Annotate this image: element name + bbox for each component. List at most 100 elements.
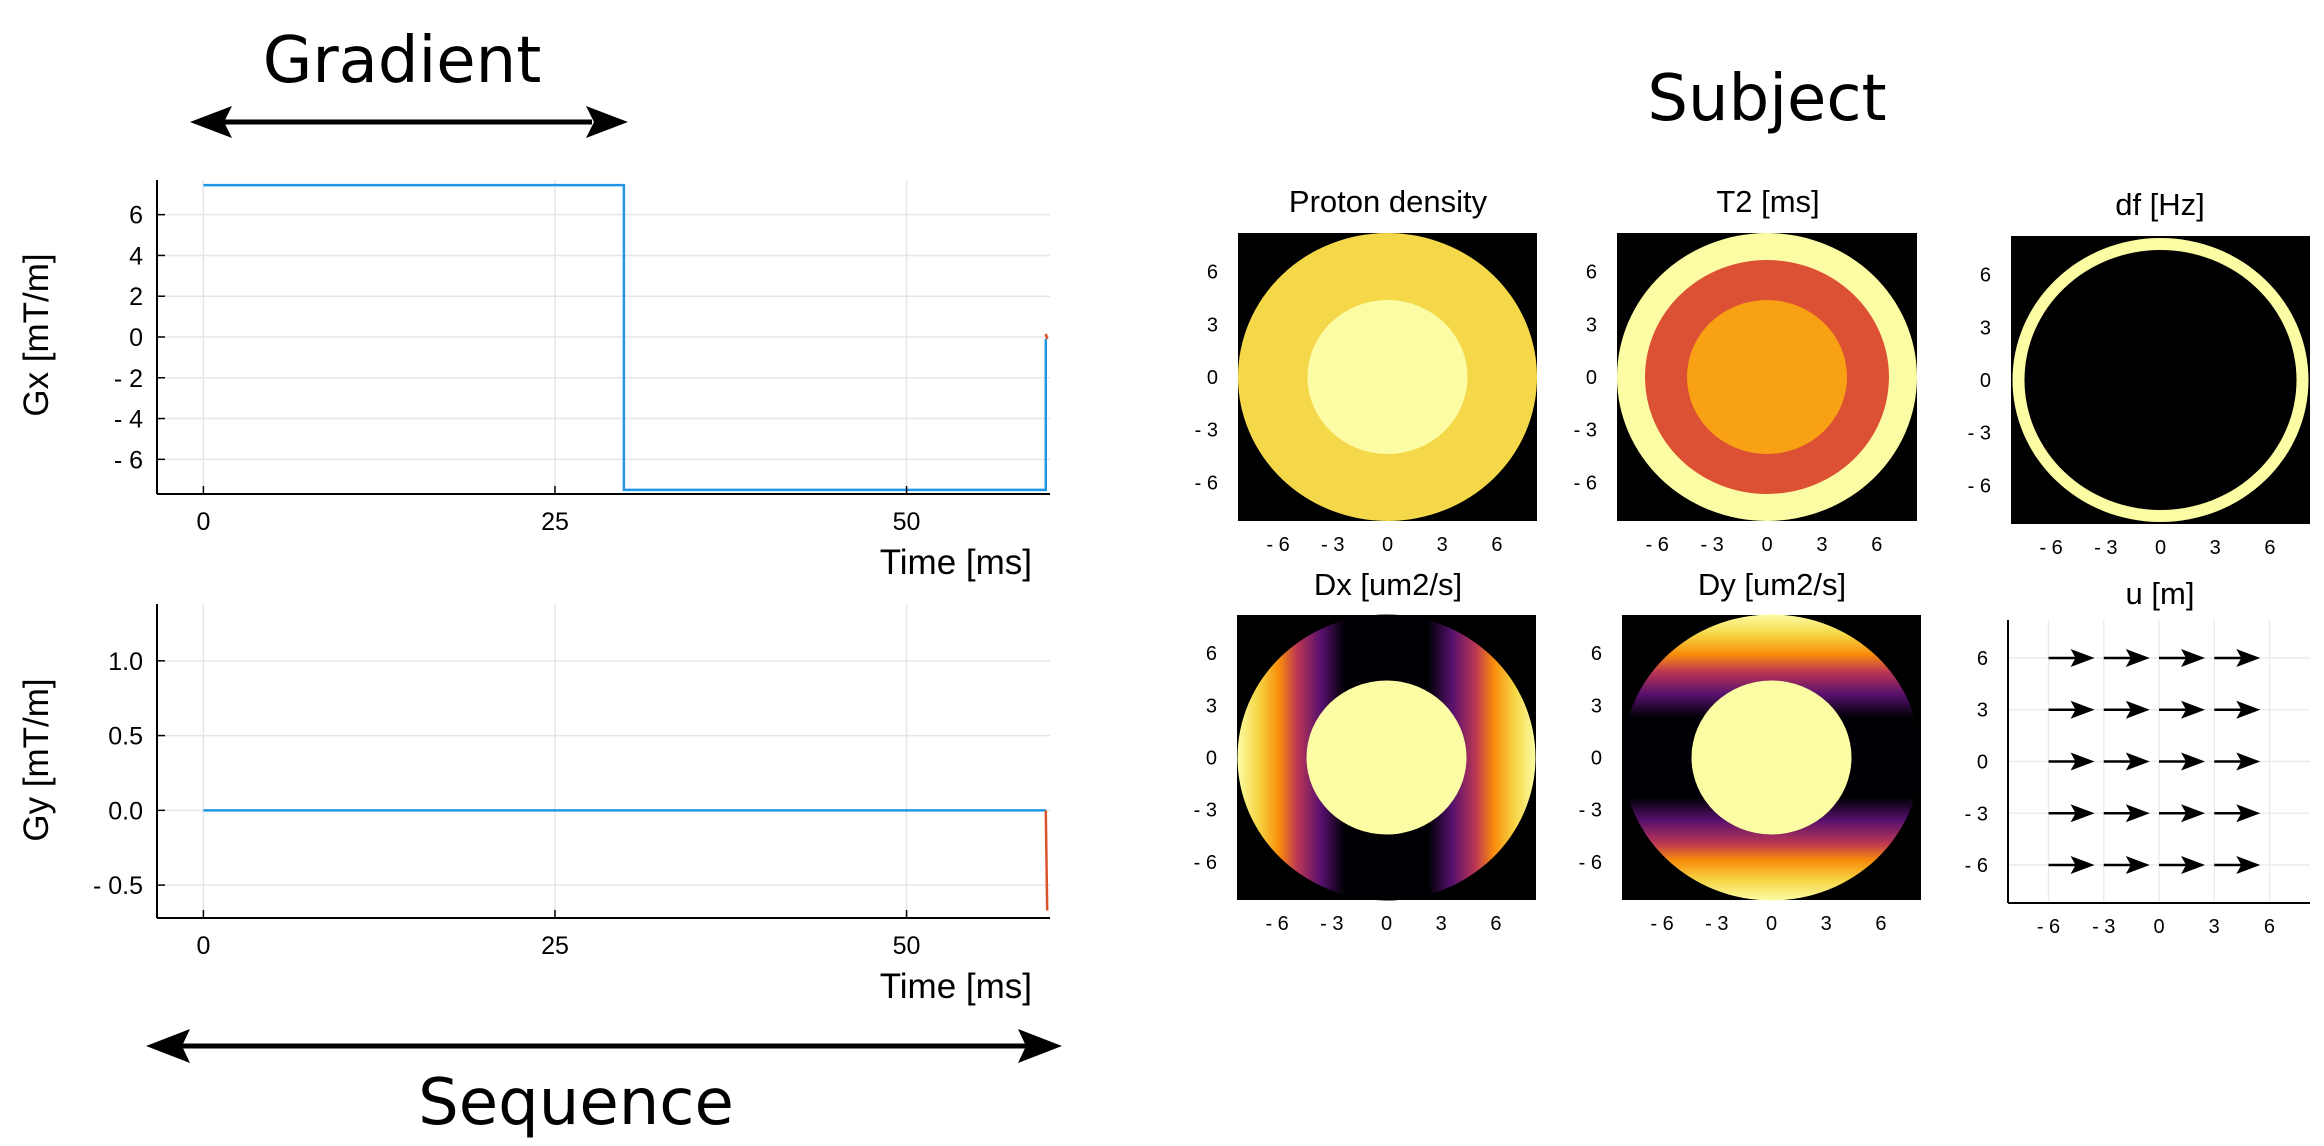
u-xtick-label: - 6	[2037, 916, 2060, 938]
gx-series-1-line	[1044, 333, 1049, 340]
dx-xtick-label: 6	[1490, 913, 1501, 935]
df-xtick-label: - 6	[2039, 537, 2062, 559]
u-title: u [m]	[2126, 576, 2195, 611]
u-ytick-label: - 6	[1965, 855, 1988, 877]
gx-tick-labels: 0 25 50 6 4 2 0 - 2 - 4 - 6	[114, 202, 921, 536]
gy-xtick-label: 0	[196, 932, 210, 960]
t2-ytick-label: - 3	[1574, 420, 1597, 442]
u-arrow-head	[2070, 648, 2095, 667]
pd-ytick-label: 6	[1207, 262, 1218, 284]
dx-inner-disk	[1306, 680, 1467, 835]
dy-ytick-label: 3	[1591, 695, 1602, 717]
gx-xtick-label: 25	[541, 508, 569, 536]
u-arrow-head	[2181, 856, 2206, 875]
dy-xtick-label: - 6	[1650, 913, 1673, 935]
pd-xtick-label: - 3	[1321, 534, 1344, 556]
t2-xtick-label: 0	[1761, 534, 1772, 556]
pd-inner-disk	[1307, 300, 1468, 454]
df-ytick-label: - 6	[1968, 475, 1991, 497]
gx-series	[203, 183, 1049, 492]
df-map: df [Hz] - 6 - 3 0 3 6 6 3 0 - 3 - 6	[1968, 187, 2310, 559]
dy-ytick-label: 6	[1591, 643, 1602, 665]
dy-xtick-label: - 3	[1705, 913, 1728, 935]
u-arrow-head	[2236, 700, 2261, 719]
gy-ytick-label: - 0.5	[93, 872, 143, 900]
u-arrow-head	[2181, 648, 2206, 667]
gy-series	[203, 809, 1049, 911]
u-arrow-head	[2236, 648, 2261, 667]
subject-annotation: Subject	[1647, 62, 1886, 136]
t2-xtick-label: - 6	[1646, 534, 1669, 556]
df-inner-disk	[2024, 250, 2297, 510]
df-ytick-label: 3	[1980, 317, 1991, 339]
gx-ytick-label: 0	[129, 324, 143, 352]
dy-xtick-label: 3	[1821, 913, 1832, 935]
gx-series-0-line	[203, 183, 1048, 492]
proton-density-map: Proton density - 6 - 3 0 3 6 6 3 0 - 3 - 6	[1195, 184, 1537, 556]
dx-tick-labels: - 6 - 3 0 3 6 6 3 0 - 3 - 6	[1194, 643, 1502, 935]
gy-ytick-label: 1.0	[108, 648, 143, 676]
dx-ytick-label: 3	[1206, 695, 1217, 717]
t2-tick-labels: - 6 - 3 0 3 6 6 3 0 - 3 - 6	[1574, 262, 1883, 556]
u-tick-labels: - 6 - 3 0 3 6 6 3 0 - 3 - 6	[1965, 648, 2275, 938]
dx-title: Dx [um2/s]	[1314, 567, 1462, 602]
df-ytick-label: - 3	[1968, 423, 1991, 445]
gx-ytick-label: - 4	[114, 406, 143, 434]
dy-ytick-label: 0	[1591, 748, 1602, 770]
gx-ytick-label: - 2	[114, 365, 143, 393]
dx-xtick-label: 3	[1436, 913, 1447, 935]
u-ytick-label: 3	[1977, 700, 1988, 722]
df-title: df [Hz]	[2115, 187, 2205, 222]
gy-xtick-label: 50	[893, 932, 921, 960]
df-ytick-label: 6	[1980, 265, 1991, 287]
u-arrow-head	[2236, 856, 2261, 875]
u-arrow-head	[2070, 752, 2095, 771]
u-arrow-head	[2181, 804, 2206, 823]
gy-plot: 0 25 50 1.0 0.5 0.0 - 0.5 Time [ms] Gy [mT/m]	[17, 604, 1050, 1006]
gx-xtick-label: 0	[196, 508, 210, 536]
t2-ytick-label: 3	[1586, 314, 1597, 336]
t2-ytick-label: - 6	[1574, 472, 1597, 494]
u-ytick-label: 0	[1977, 752, 1988, 774]
u-xtick-label: 6	[2264, 916, 2275, 938]
gy-xlabel: Time [ms]	[880, 967, 1032, 1006]
gx-ylabel: Gx [mT/m]	[17, 253, 56, 416]
df-ytick-label: 0	[1980, 370, 1991, 392]
dx-xtick-label: - 6	[1265, 913, 1288, 935]
t2-xtick-label: - 3	[1700, 534, 1723, 556]
df-xtick-label: 3	[2210, 537, 2221, 559]
u-arrow-head	[2070, 856, 2095, 875]
dx-xtick-label: - 3	[1320, 913, 1343, 935]
u-arrow-head	[2236, 804, 2261, 823]
u-arrow-head	[2125, 648, 2150, 667]
u-arrow-head	[2125, 856, 2150, 875]
gx-xtick-label: 50	[893, 508, 921, 536]
u-arrow-head	[2125, 700, 2150, 719]
u-arrow-head	[2181, 700, 2206, 719]
t2-ytick-label: 0	[1586, 367, 1597, 389]
u-arrow-head	[2070, 700, 2095, 719]
dy-xtick-label: 6	[1875, 913, 1886, 935]
u-arrow-head	[2070, 804, 2095, 823]
pd-title: Proton density	[1289, 184, 1488, 219]
dx-xtick-label: 0	[1381, 913, 1392, 935]
gy-ytick-label: 0.5	[108, 723, 143, 751]
dy-map: Dy [um2/s] - 6 - 3 0 3 6 6 3 0 - 3 - 6	[1579, 567, 1921, 935]
sequence-annotation: Sequence	[418, 1066, 734, 1140]
gy-ylabel: Gy [mT/m]	[17, 678, 56, 841]
u-quiver-plot: u [m] - 6 - 3 0 3 6 6 3 0 - 3 - 6	[1965, 576, 2310, 938]
df-xtick-label: - 3	[2094, 537, 2117, 559]
pd-xtick-label: - 6	[1266, 534, 1289, 556]
dx-ytick-label: - 3	[1194, 800, 1217, 822]
pd-xtick-label: 3	[1437, 534, 1448, 556]
pd-ytick-label: - 3	[1195, 420, 1218, 442]
gx-plot: 0 25 50 6 4 2 0 - 2 - 4 - 6 Time [ms] Gx [mT/m]	[17, 180, 1050, 582]
dx-ytick-label: - 6	[1194, 852, 1217, 874]
dy-tick-labels: - 6 - 3 0 3 6 6 3 0 - 3 - 6	[1579, 643, 1887, 935]
pd-xtick-label: 0	[1382, 534, 1393, 556]
gy-series-1-line	[1044, 810, 1049, 911]
gx-ytick-label: 6	[129, 202, 143, 230]
gx-grid	[157, 180, 1050, 494]
t2-xtick-label: 6	[1871, 534, 1882, 556]
gx-ytick-label: 2	[129, 283, 143, 311]
